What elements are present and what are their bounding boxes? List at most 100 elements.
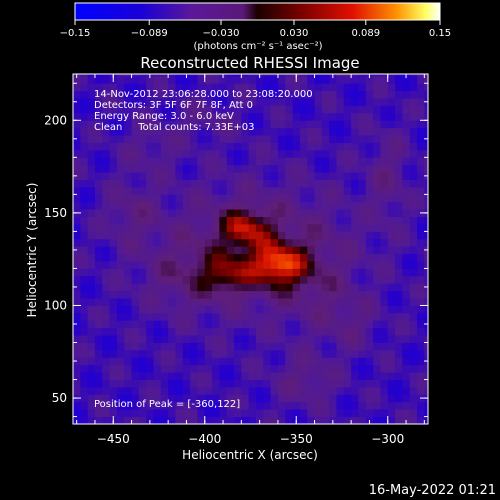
heatmap-cell bbox=[380, 401, 389, 410]
heatmap-cell bbox=[153, 112, 162, 121]
heatmap-cell bbox=[292, 372, 301, 380]
heatmap-cell bbox=[102, 224, 110, 232]
heatmap-cell bbox=[343, 253, 352, 262]
heatmap-cell bbox=[226, 335, 235, 343]
heatmap-cell bbox=[314, 394, 323, 403]
heatmap-cell bbox=[358, 98, 367, 106]
heatmap-cell bbox=[277, 364, 286, 373]
heatmap-cell bbox=[182, 305, 191, 314]
heatmap-cell bbox=[80, 327, 89, 336]
heatmap-cell bbox=[168, 194, 176, 203]
heatmap-cell bbox=[116, 394, 125, 403]
heatmap-cell bbox=[160, 372, 169, 380]
heatmap-cell bbox=[153, 246, 162, 255]
heatmap-cell bbox=[80, 112, 89, 121]
heatmap-cell bbox=[182, 149, 191, 158]
heatmap-cell bbox=[146, 253, 154, 262]
heatmap-cell bbox=[248, 194, 257, 203]
heatmap-cell bbox=[146, 327, 154, 336]
heatmap-cell bbox=[285, 75, 293, 84]
heatmap-cell bbox=[197, 386, 206, 395]
heatmap-cell bbox=[277, 142, 286, 151]
y-tick-label: 200 bbox=[44, 113, 67, 127]
heatmap-cell bbox=[402, 164, 411, 173]
heatmap-cell bbox=[358, 290, 367, 299]
heatmap-cell bbox=[387, 238, 396, 247]
heatmap-cell bbox=[204, 127, 213, 136]
heatmap-cell bbox=[153, 342, 162, 351]
heatmap-cell bbox=[190, 112, 198, 121]
heatmap-cell bbox=[153, 238, 162, 247]
heatmap-cell bbox=[263, 98, 272, 106]
heatmap-cell bbox=[190, 246, 198, 255]
heatmap-cell bbox=[248, 253, 257, 262]
heatmap-cell bbox=[395, 83, 403, 92]
heatmap-cell bbox=[387, 201, 396, 210]
heatmap-cell bbox=[409, 142, 418, 151]
heatmap-cell bbox=[109, 290, 118, 299]
heatmap-cell bbox=[226, 401, 235, 410]
heatmap-cell bbox=[116, 409, 125, 417]
heatmap-cell bbox=[138, 201, 147, 210]
heatmap-cell bbox=[417, 283, 425, 292]
heatmap-cell bbox=[168, 149, 176, 158]
heatmap-cell bbox=[292, 149, 301, 158]
heatmap-cell bbox=[153, 268, 162, 277]
heatmap-cell bbox=[402, 194, 411, 203]
heatmap-cell bbox=[336, 142, 345, 151]
heatmap-cell bbox=[255, 209, 264, 217]
heatmap-cell bbox=[373, 216, 381, 225]
heatmap-cell bbox=[212, 312, 220, 321]
heatmap-cell bbox=[321, 135, 330, 143]
heatmap-cell bbox=[424, 179, 429, 188]
heatmap-cell bbox=[277, 238, 286, 247]
heatmap-cell bbox=[138, 135, 147, 143]
heatmap-cell bbox=[175, 105, 184, 114]
heatmap-cell bbox=[351, 149, 359, 158]
heatmap-cell bbox=[73, 312, 81, 321]
heatmap-cell bbox=[380, 186, 389, 195]
heatmap-cell bbox=[402, 327, 411, 336]
heatmap-cell bbox=[255, 290, 264, 299]
heatmap-cell bbox=[351, 386, 359, 395]
heatmap-cell bbox=[417, 409, 425, 417]
heatmap-cell bbox=[307, 238, 315, 247]
heatmap-cell bbox=[424, 112, 429, 121]
heatmap-cell bbox=[182, 238, 191, 247]
heatmap-cell bbox=[255, 98, 264, 106]
heatmap-cell bbox=[424, 327, 429, 336]
heatmap-cell bbox=[248, 157, 257, 166]
heatmap-cell bbox=[197, 74, 206, 77]
heatmap-cell bbox=[329, 90, 337, 99]
heatmap-cell bbox=[182, 201, 191, 210]
heatmap-cell bbox=[168, 142, 176, 151]
heatmap-cell bbox=[255, 75, 264, 84]
heatmap-cell bbox=[94, 194, 103, 203]
heatmap-cell bbox=[146, 83, 154, 92]
heatmap-cell bbox=[94, 364, 103, 373]
heatmap-cell bbox=[321, 238, 330, 247]
heatmap-cell bbox=[365, 127, 374, 136]
heatmap-cell bbox=[212, 305, 220, 314]
heatmap-cell bbox=[175, 74, 184, 77]
heatmap-cell bbox=[387, 349, 396, 358]
heatmap-cell bbox=[314, 320, 323, 329]
heatmap-cell bbox=[395, 320, 403, 329]
heatmap-cell bbox=[80, 379, 89, 388]
heatmap-cell bbox=[307, 98, 315, 106]
heatmap-cell bbox=[336, 224, 345, 232]
heatmap-cell bbox=[277, 335, 286, 343]
heatmap-cell bbox=[292, 179, 301, 188]
heatmap-cell bbox=[270, 283, 279, 292]
heatmap-cell bbox=[380, 105, 389, 114]
heatmap-cell bbox=[160, 194, 169, 203]
heatmap-cell bbox=[263, 298, 272, 306]
heatmap-cell bbox=[343, 90, 352, 99]
heatmap-cell bbox=[380, 149, 389, 158]
heatmap-cell bbox=[94, 75, 103, 84]
heatmap-cell bbox=[329, 335, 337, 343]
heatmap-cell bbox=[329, 142, 337, 151]
heatmap-cell bbox=[307, 379, 315, 388]
heatmap-cell bbox=[417, 201, 425, 210]
heatmap-cell bbox=[80, 283, 89, 292]
